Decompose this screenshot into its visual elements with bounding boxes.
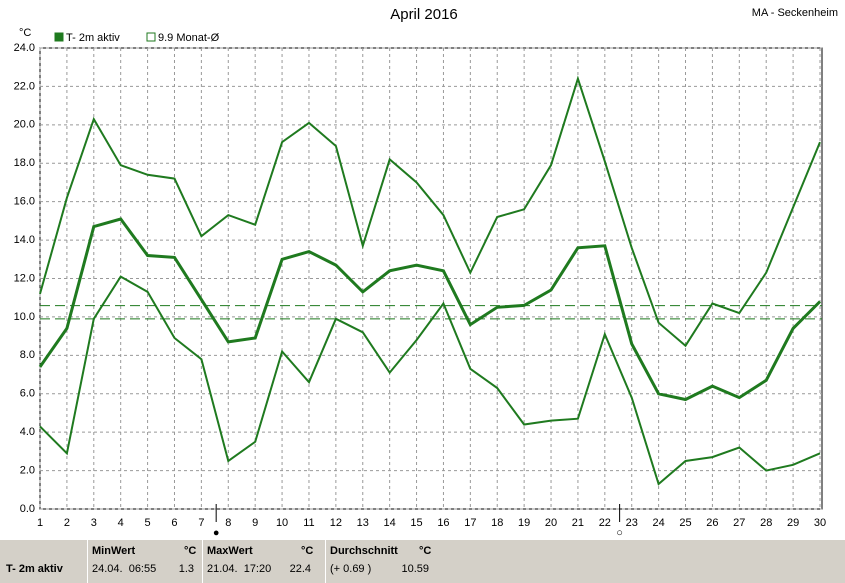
x-tick-label: 29 — [787, 517, 799, 529]
y-unit: °C — [19, 27, 31, 39]
y-tick-label: 8.0 — [20, 349, 35, 361]
footer — [0, 540, 845, 583]
separator — [325, 540, 326, 583]
y-tick-label: 20.0 — [14, 119, 35, 131]
x-tick-label: 21 — [572, 517, 584, 529]
y-tick-label: 10.0 — [14, 311, 35, 323]
cell-header: Durchschnitt — [330, 545, 398, 557]
x-tick-label: 14 — [384, 517, 396, 529]
x-tick-label: 25 — [679, 517, 691, 529]
x-tick-label: 23 — [626, 517, 638, 529]
y-tick-label: 6.0 — [20, 388, 35, 400]
x-tick-label: 22 — [599, 517, 611, 529]
series-line — [39, 75, 821, 348]
annotation: ● — [213, 527, 220, 539]
x-tick-label: 7 — [198, 517, 204, 529]
x-tick-label: 24 — [652, 517, 664, 529]
x-tick-label: 1 — [37, 517, 43, 529]
separator — [202, 540, 203, 583]
y-tick-label: 12.0 — [14, 272, 35, 284]
cell-value: 22.4 — [289, 563, 311, 575]
y-tick-label: 16.0 — [14, 196, 35, 208]
x-tick-label: 11 — [303, 517, 314, 529]
x-tick-label: 5 — [145, 517, 151, 529]
separator — [87, 540, 88, 583]
cell-unit: °C — [301, 545, 314, 557]
cell-value: 1.3 — [178, 563, 194, 575]
y-tick-label: 18.0 — [14, 157, 35, 169]
x-tick-label: 2 — [64, 517, 70, 529]
x-tick-label: 8 — [225, 517, 231, 529]
x-tick-label: 12 — [330, 517, 342, 529]
y-tick-label: 4.0 — [20, 426, 35, 438]
x-tick-label: 28 — [760, 517, 772, 529]
annotation: ○ — [616, 527, 623, 539]
x-tick-label: 15 — [410, 517, 422, 529]
x-tick-label: 3 — [91, 517, 97, 529]
legend-swatch — [54, 32, 64, 42]
x-tick-label: 4 — [118, 517, 124, 529]
cell-time: (+ 0.69 ) — [330, 563, 372, 575]
y-tick-label: 0.0 — [20, 503, 35, 515]
series-line — [39, 275, 821, 486]
cell-value: 10.59 — [401, 563, 429, 575]
x-tick-label: 9 — [252, 517, 258, 529]
cell-unit: °C — [184, 545, 197, 557]
y-tick-label: 2.0 — [20, 464, 35, 476]
x-tick-label: 30 — [814, 517, 826, 529]
x-tick-label: 6 — [171, 517, 177, 529]
x-tick-label: 18 — [491, 517, 503, 529]
cell-header: MinWert — [92, 545, 136, 557]
station: MA - Seckenheim — [752, 7, 838, 19]
row-label: T- 2m aktiv — [6, 563, 63, 575]
x-tick-label: 10 — [276, 517, 288, 529]
x-tick-label: 20 — [545, 517, 557, 529]
x-tick-label: 27 — [733, 517, 745, 529]
legend-swatch — [146, 32, 156, 42]
cell-unit: °C — [419, 545, 432, 557]
x-tick-label: 19 — [518, 517, 530, 529]
y-tick-label: 22.0 — [14, 80, 35, 92]
cell-header: MaxWert — [207, 545, 253, 557]
cell-time: 24.04. 06:55 — [92, 563, 157, 575]
legend-label: 9.9 Monat-Ø — [158, 32, 220, 44]
x-tick-label: 13 — [357, 517, 369, 529]
chart: April 2016 MA - Seckenheim °C 0.0 2.0 4.0 6… — [14, 6, 838, 539]
chart-title: April 2016 — [390, 6, 458, 23]
legend-label: T- 2m aktiv — [66, 32, 120, 44]
x-tick-label: 16 — [437, 517, 449, 529]
x-tick-label: 17 — [464, 517, 476, 529]
series-line — [38, 217, 822, 402]
y-tick-label: 14.0 — [14, 234, 35, 246]
y-tick-label: 24.0 — [14, 42, 35, 54]
cell-time: 21.04. 17:20 — [207, 563, 272, 575]
x-tick-label: 26 — [706, 517, 718, 529]
